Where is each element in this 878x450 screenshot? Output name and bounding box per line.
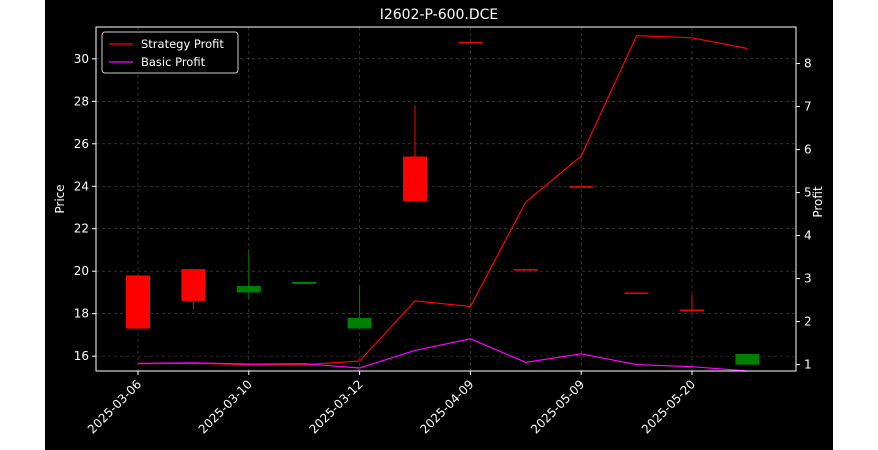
candle-body [624, 292, 649, 294]
y-tick-label-right: 1 [804, 358, 812, 372]
candle-body [735, 354, 760, 365]
legend: Strategy Profit Basic Profit [101, 31, 239, 74]
y-tick-label-left: 24 [74, 179, 89, 193]
y-axis-label-left: Price [53, 184, 67, 213]
candle-body [126, 275, 150, 329]
y-tick-label-right: 2 [804, 315, 812, 329]
candle-body [236, 286, 261, 293]
plot-frame [95, 26, 797, 372]
legend-label-basic: Basic Profit [141, 55, 206, 69]
y-tick-label-right: 5 [804, 186, 812, 200]
y-tick-label-left: 18 [74, 307, 89, 321]
y-tick-label-left: 26 [74, 137, 89, 151]
candle-body [680, 309, 704, 311]
y-tick-label-right: 3 [804, 272, 812, 286]
candle-body [569, 186, 594, 188]
candle-body [513, 269, 538, 271]
y-tick-label-right: 7 [804, 100, 812, 114]
candle-body [458, 41, 483, 44]
y-axis-label-right: Profit [811, 186, 825, 218]
candle-body [181, 269, 206, 301]
legend-label-strategy: Strategy Profit [141, 37, 224, 51]
y-tick-label-right: 8 [804, 57, 812, 71]
y-tick-label-left: 22 [74, 222, 89, 236]
y-tick-label-right: 6 [804, 143, 812, 157]
line-layer [137, 34, 748, 372]
candle-body [347, 317, 372, 329]
y-tick-label-left: 16 [74, 349, 89, 363]
legend-box [101, 31, 239, 74]
y-tick-label-left: 28 [74, 94, 89, 108]
basic-profit-line [137, 338, 748, 372]
candle-body [292, 281, 317, 284]
y-tick-label-right: 4 [804, 229, 812, 243]
candle-body [403, 156, 427, 202]
figure-background [45, 0, 833, 450]
y-tick-label-left: 20 [74, 264, 89, 278]
y-tick-label-left: 30 [74, 52, 89, 66]
candle-layer [126, 41, 760, 365]
chart-title: I2602-P-600.DCE [380, 7, 499, 23]
